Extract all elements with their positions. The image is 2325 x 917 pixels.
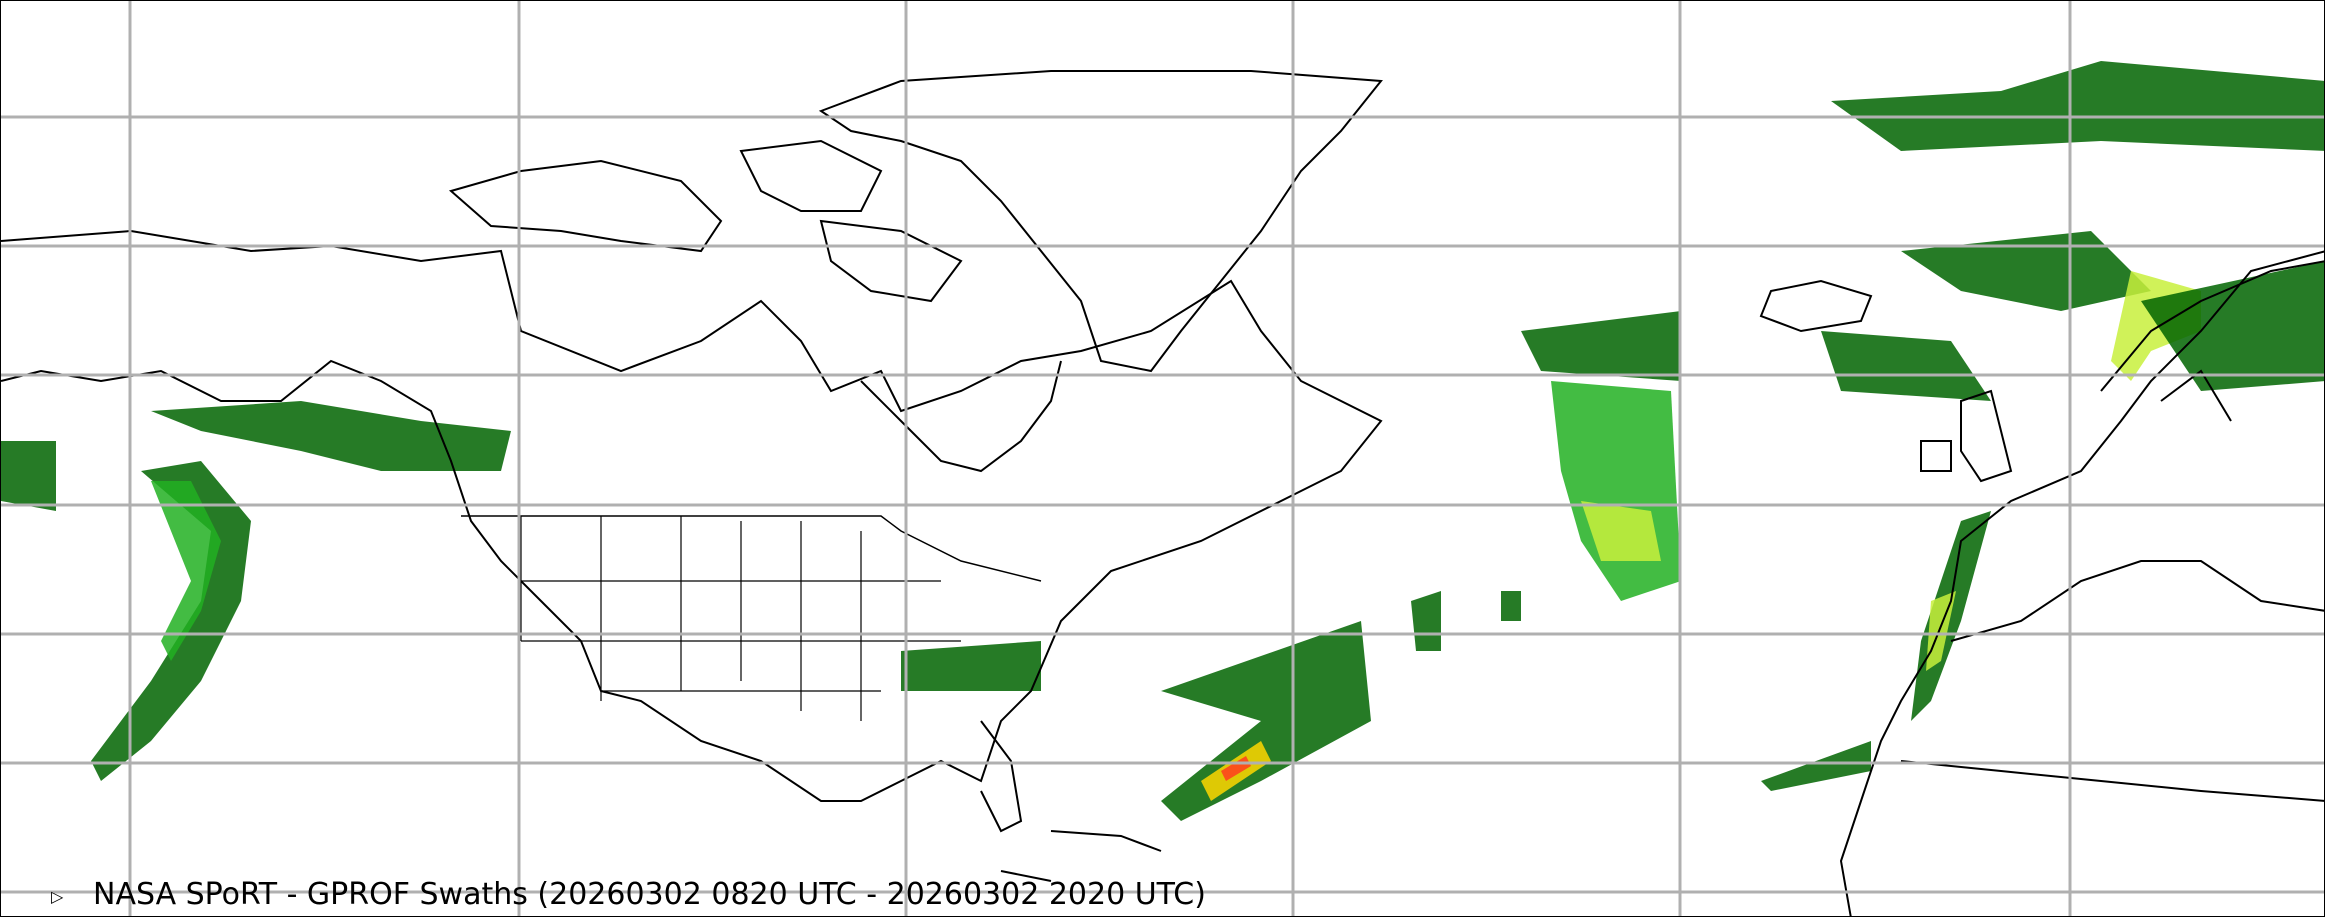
coastline-florida bbox=[980, 720, 1023, 833]
coastline-mediterranean bbox=[1900, 560, 2324, 802]
precip-swath bbox=[1831, 61, 2324, 151]
coastline-british-isles bbox=[1920, 389, 2013, 483]
precip-swath bbox=[1911, 511, 1991, 721]
borders-us-states bbox=[520, 516, 961, 721]
coastline-greenland bbox=[818, 70, 1383, 373]
map-title: NASA SPoRT - GPROF Swaths (20260302 0820… bbox=[93, 877, 1206, 912]
border-us-canada bbox=[461, 515, 1042, 582]
precip-swath bbox=[1, 441, 56, 511]
precip-swath bbox=[1821, 331, 1991, 401]
triangle-right-icon: ▷ bbox=[51, 887, 64, 906]
coastline-scandinavia bbox=[2100, 260, 2324, 422]
precip-swath bbox=[1161, 621, 1371, 821]
precip-swath bbox=[1501, 591, 1521, 621]
coastline-arctic-islands bbox=[448, 139, 963, 303]
coastline-hudson-bay bbox=[860, 360, 1062, 473]
coastline-north-america bbox=[1, 229, 1383, 802]
precip-swath bbox=[151, 401, 511, 471]
precip-swath bbox=[2141, 261, 2324, 391]
precipitation-swaths bbox=[1, 61, 2324, 821]
coastlines bbox=[1, 70, 2324, 916]
precip-swath bbox=[1551, 381, 1681, 601]
precip-swath bbox=[1411, 591, 1441, 651]
precip-swath bbox=[1901, 231, 2151, 311]
coastline-europe bbox=[1839, 250, 2324, 916]
coastline-iceland bbox=[1759, 279, 1873, 333]
precip-swath bbox=[1521, 311, 1681, 381]
precip-swath bbox=[1581, 501, 1661, 561]
precip-swath bbox=[1926, 591, 1956, 671]
precip-swath bbox=[901, 641, 1041, 691]
precip-swath bbox=[1761, 741, 1871, 791]
coastline-caribbean bbox=[1000, 830, 1162, 882]
precip-swath bbox=[151, 481, 221, 661]
